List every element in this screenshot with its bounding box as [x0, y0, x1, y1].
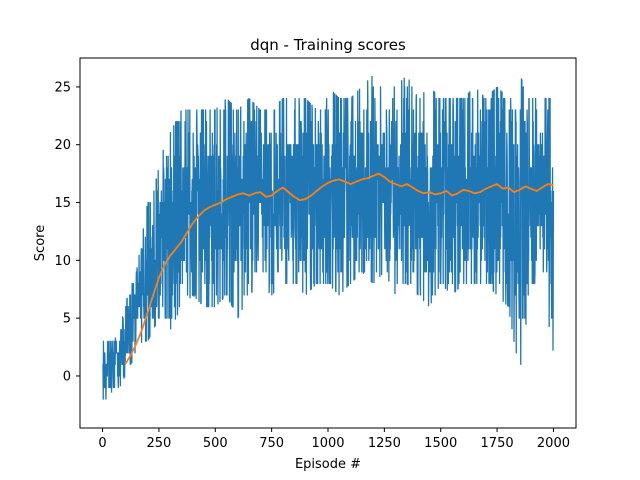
y-tick-label: 10	[54, 254, 71, 269]
y-axis: 0 5 10 15 20 25	[54, 80, 80, 384]
chart-title: dqn - Training scores	[250, 36, 406, 54]
moving-average-series	[124, 172, 554, 365]
y-axis-label: Score	[33, 225, 48, 261]
x-axis: 0 250 500 750 1000 1250 1500 1750 2000	[98, 428, 570, 451]
x-tick-label: 1000	[311, 436, 344, 451]
y-tick-label: 5	[63, 312, 71, 327]
raw-scores-series	[102, 75, 555, 400]
y-tick-label: 0	[63, 369, 71, 384]
x-tick-label: 2000	[537, 436, 570, 451]
x-tick-label: 500	[203, 436, 228, 451]
x-tick-label: 0	[98, 436, 106, 451]
moving-average-line	[124, 172, 554, 365]
raw-scores-line	[102, 75, 555, 400]
x-axis-label: Episode #	[295, 457, 361, 472]
x-tick-label: 1750	[481, 436, 514, 451]
x-tick-label: 250	[146, 436, 171, 451]
y-tick-label: 15	[54, 196, 71, 211]
y-tick-label: 25	[54, 80, 71, 95]
x-tick-label: 1250	[368, 436, 401, 451]
x-tick-label: 750	[259, 436, 284, 451]
x-tick-label: 1500	[424, 436, 457, 451]
y-tick-label: 20	[54, 138, 71, 153]
